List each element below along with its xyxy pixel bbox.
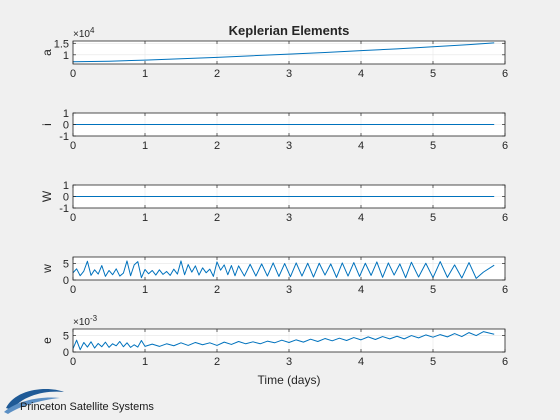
subplot-a: 0 1 2 3 4 5 611.5a×104 Keplerian Elements: [40, 23, 508, 80]
x-tick-label: 4: [358, 212, 364, 224]
series-line-e: [72, 331, 495, 351]
x-tick-label: 0: [70, 284, 76, 296]
y-axis-label: a: [40, 49, 54, 56]
x-tick-label: 6: [502, 68, 508, 80]
x-tick-label: 5: [430, 284, 436, 296]
y-tick-label: -1: [59, 131, 69, 143]
y-tick-label: 1: [63, 180, 69, 192]
subplot-e: 0 1 2 3 4 5 6 0 5 e ×10-3 Time (days): [40, 314, 508, 387]
x-tick-label: 2: [214, 68, 220, 80]
y-axis-label: e: [40, 337, 54, 344]
y-exponent-label: ×104: [73, 26, 95, 40]
x-tick-label: 1: [142, 140, 148, 152]
x-tick-label: 4: [358, 356, 364, 368]
x-tick-label: 3: [286, 284, 292, 296]
x-tick-label: 0: [70, 140, 76, 152]
y-tick-label: 0: [63, 192, 69, 204]
x-tick-label: 2: [214, 140, 220, 152]
y-axis-label: w: [40, 264, 54, 274]
x-tick-label: 4: [358, 68, 364, 80]
x-tick-label: 1: [142, 68, 148, 80]
x-tick-label: 4: [358, 284, 364, 296]
x-tick-label: 0: [70, 356, 76, 368]
y-tick-label: 0: [63, 120, 69, 132]
y-tick-label: 5: [63, 331, 69, 343]
x-tick-label: 5: [430, 212, 436, 224]
pss-logo-icon: [4, 389, 64, 414]
x-tick-label: 2: [214, 212, 220, 224]
y-axis-label: W: [40, 190, 54, 202]
x-tick-label: 5: [430, 356, 436, 368]
x-tick-label: 6: [502, 140, 508, 152]
y-tick-label: -1: [59, 203, 69, 215]
y-tick-label: 0: [63, 347, 69, 359]
y-tick-label: 5: [63, 259, 69, 271]
x-tick-label: 3: [286, 212, 292, 224]
series-line-w: [72, 260, 495, 279]
x-tick-label: 5: [430, 68, 436, 80]
y-tick-label: 1.5: [54, 38, 69, 50]
y-tick-label: 0: [63, 275, 69, 287]
y-exponent-label: ×10-3: [73, 314, 98, 328]
x-tick-label: 3: [286, 140, 292, 152]
x-tick-label: 6: [502, 356, 508, 368]
x-tick-label: 2: [214, 356, 220, 368]
x-tick-label: 1: [142, 284, 148, 296]
y-tick-label: 1: [63, 108, 69, 120]
x-tick-label: 5: [430, 140, 436, 152]
x-tick-label: 6: [502, 212, 508, 224]
x-tick-label: 0: [70, 68, 76, 80]
y-axis-label: i: [40, 123, 54, 126]
x-tick-label: 2: [214, 284, 220, 296]
x-axis-label: Time (days): [258, 373, 321, 387]
x-tick-label: 0: [70, 212, 76, 224]
x-tick-label: 1: [142, 356, 148, 368]
x-tick-label: 1: [142, 212, 148, 224]
x-tick-label: 6: [502, 284, 508, 296]
x-tick-label: 4: [358, 140, 364, 152]
footer-company-name: Princeton Satellite Systems: [20, 401, 154, 413]
x-tick-label: 3: [286, 356, 292, 368]
x-tick-label: 3: [286, 68, 292, 80]
chart-title: Keplerian Elements: [229, 23, 350, 38]
series-line-a: [72, 42, 495, 63]
y-tick-label: 1: [63, 50, 69, 62]
